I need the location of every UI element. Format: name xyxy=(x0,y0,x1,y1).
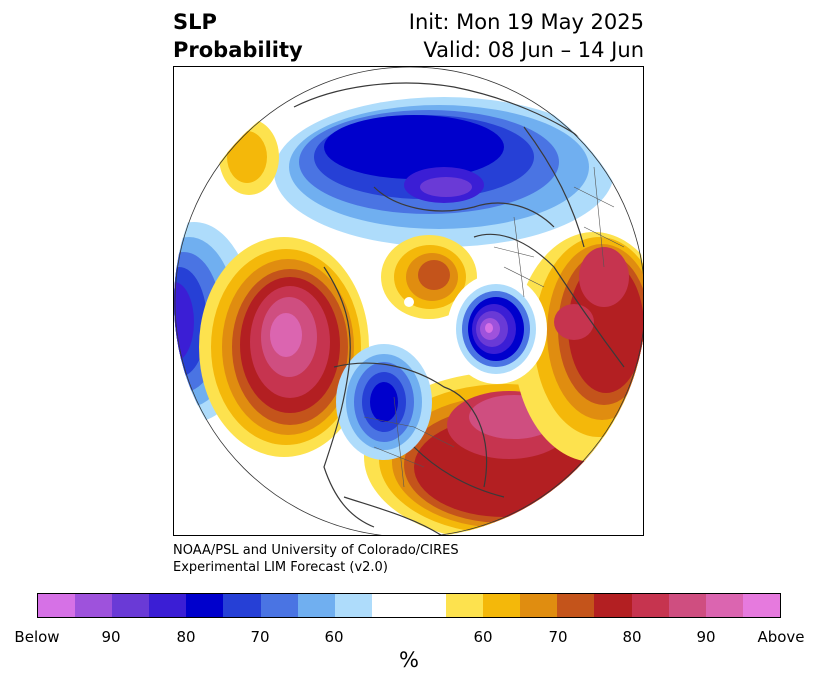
colorbar-segment xyxy=(260,594,298,617)
credit: NOAA/PSL and University of Colorado/CIRE… xyxy=(173,542,459,576)
colorbar-segment xyxy=(668,594,706,617)
colorbar-segment xyxy=(297,594,335,617)
title-line-1: SLP xyxy=(173,10,217,34)
title-dates: Init: Mon 19 May 2025 Valid: 08 Jun – 14… xyxy=(409,8,644,64)
colorbar-segment xyxy=(371,594,409,617)
tick-label: 60 xyxy=(324,628,344,646)
colorbar-segment xyxy=(631,594,669,617)
tick-label: 60 xyxy=(473,628,493,646)
colorbar-segment xyxy=(38,594,76,617)
colorbar-segment xyxy=(557,594,595,617)
colorbar-segment xyxy=(112,594,150,617)
credit-line-2: Experimental LIM Forecast (v2.0) xyxy=(173,560,388,575)
colorbar-unit: % xyxy=(399,648,419,672)
tick-label: 70 xyxy=(250,628,270,646)
colorbar-segment xyxy=(594,594,632,617)
high-prob-arctic xyxy=(381,235,477,319)
coastlines xyxy=(293,82,625,535)
colorbar-segment xyxy=(186,594,224,617)
colorbar-segment xyxy=(446,594,484,617)
colorbar-segment xyxy=(223,594,261,617)
title-variable: SLP Probability xyxy=(173,8,303,64)
colorbar-segment xyxy=(408,594,447,617)
low-prob-east xyxy=(336,344,432,460)
colorbar-segment xyxy=(75,594,113,617)
low-prob-siberia xyxy=(447,274,547,384)
colorbar xyxy=(37,593,781,618)
tick-label: 70 xyxy=(548,628,568,646)
colorbar-segment xyxy=(483,594,521,617)
high-prob-pacific xyxy=(199,237,369,457)
colorbar-segment xyxy=(742,594,780,617)
low-prob-north xyxy=(274,97,614,247)
colorbar-segment xyxy=(705,594,743,617)
valid-range: Valid: 08 Jun – 14 Jun xyxy=(423,38,644,62)
credit-line-1: NOAA/PSL and University of Colorado/CIRE… xyxy=(173,543,459,558)
tick-label: Above xyxy=(757,628,805,646)
tick-label: Below xyxy=(14,628,60,646)
title-line-2: Probability xyxy=(173,38,303,62)
borders xyxy=(363,166,625,488)
colorbar-segment xyxy=(520,594,558,617)
low-prob-edge xyxy=(631,372,643,482)
forecast-map xyxy=(173,66,644,536)
tick-label: 90 xyxy=(696,628,716,646)
probability-map-svg xyxy=(174,67,643,535)
colorbar-segment xyxy=(334,594,372,617)
colorbar-segment xyxy=(149,594,187,617)
tick-label: 80 xyxy=(176,628,196,646)
tick-label: 80 xyxy=(622,628,642,646)
tick-label: 90 xyxy=(101,628,121,646)
init-date: Init: Mon 19 May 2025 xyxy=(408,10,644,34)
